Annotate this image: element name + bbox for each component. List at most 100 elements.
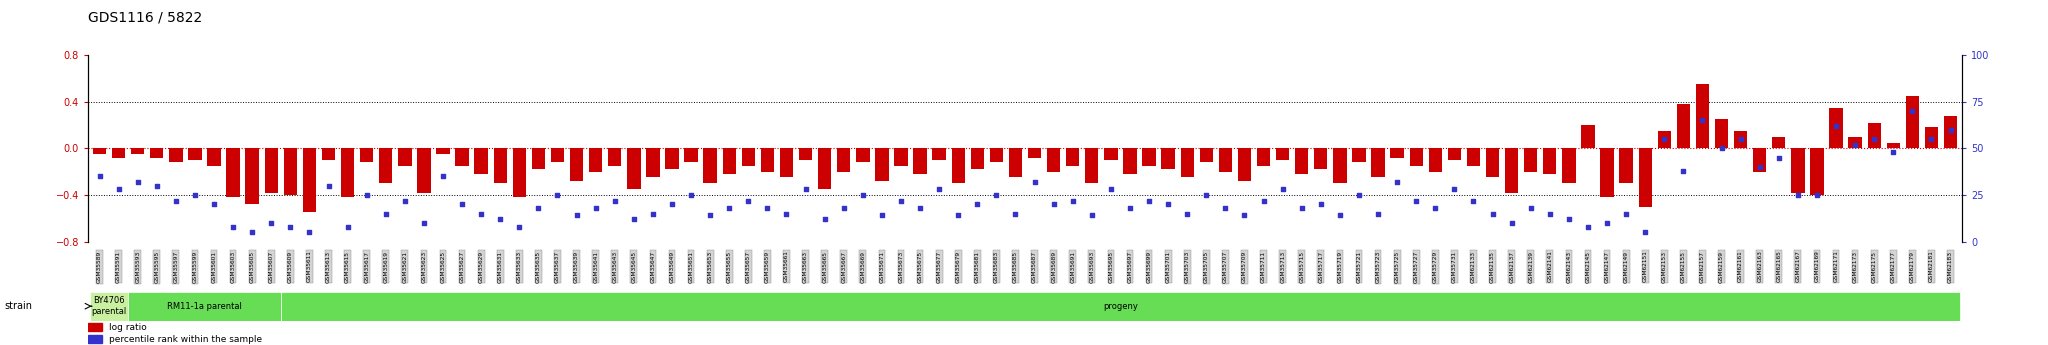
Bar [113, 148, 125, 158]
Text: GSM62157: GSM62157 [1700, 250, 1704, 283]
Point [1171, 211, 1204, 216]
Bar [455, 148, 469, 166]
Text: GSM35693: GSM35693 [1090, 250, 1094, 283]
Point [1763, 155, 1796, 160]
Text: GSM35593: GSM35593 [135, 250, 139, 283]
Bar [952, 148, 965, 183]
Text: GSM35713: GSM35713 [1280, 250, 1286, 283]
Text: GSM35653: GSM35653 [709, 250, 713, 283]
Bar [741, 148, 756, 166]
Text: GSM35641: GSM35641 [594, 250, 598, 283]
Text: GSM35673: GSM35673 [899, 250, 903, 283]
Point [924, 187, 956, 192]
Bar [512, 148, 526, 197]
Bar [1257, 148, 1270, 166]
Bar [246, 148, 258, 204]
Text: GSM35719: GSM35719 [1337, 250, 1341, 283]
Text: GSM35657: GSM35657 [745, 250, 752, 283]
Point [274, 224, 307, 229]
Bar [532, 148, 545, 169]
Text: log ratio: log ratio [109, 323, 147, 332]
Bar [281, 292, 1960, 321]
Text: GSM35649: GSM35649 [670, 250, 674, 283]
Bar [1735, 131, 1747, 148]
Bar [322, 148, 336, 160]
Text: GSM62173: GSM62173 [1853, 250, 1858, 283]
Bar [627, 148, 641, 189]
Text: GSM62149: GSM62149 [1624, 250, 1628, 283]
Point [788, 187, 821, 192]
Point [522, 205, 555, 211]
Point [446, 201, 479, 207]
Point [1305, 201, 1337, 207]
Point [713, 205, 745, 211]
Bar [1276, 148, 1290, 160]
Point [1419, 205, 1452, 211]
Bar [874, 148, 889, 181]
Bar [1409, 148, 1423, 166]
Point [1094, 187, 1126, 192]
Text: GSM35621: GSM35621 [401, 250, 408, 283]
Text: GSM35651: GSM35651 [688, 250, 694, 283]
Point [1036, 201, 1069, 207]
Point [1438, 187, 1470, 192]
Point [1821, 123, 1853, 129]
Text: GSM62183: GSM62183 [1948, 250, 1954, 283]
Text: GSM35647: GSM35647 [651, 250, 655, 283]
Text: GSM35729: GSM35729 [1434, 250, 1438, 283]
Bar [1581, 125, 1595, 148]
Point [674, 192, 707, 198]
Text: GSM35701: GSM35701 [1165, 250, 1171, 283]
Point [1667, 168, 1700, 174]
Point [1800, 192, 1833, 198]
Text: GSM35669: GSM35669 [860, 250, 866, 283]
Text: GSM35687: GSM35687 [1032, 250, 1036, 283]
Text: RM11-1a parental: RM11-1a parental [168, 302, 242, 311]
Point [752, 205, 784, 211]
Text: GSM35663: GSM35663 [803, 250, 809, 283]
Text: GSM35671: GSM35671 [879, 250, 885, 283]
Text: percentile rank within the sample: percentile rank within the sample [109, 335, 262, 344]
Point [1915, 136, 1948, 142]
Text: GSM35623: GSM35623 [422, 250, 426, 283]
Text: GSM35691: GSM35691 [1071, 250, 1075, 283]
Bar [1448, 148, 1460, 160]
Bar [1391, 148, 1403, 158]
Bar [684, 148, 698, 162]
Bar [1714, 119, 1729, 148]
Text: GSM35695: GSM35695 [1108, 250, 1114, 283]
Point [465, 211, 498, 216]
Text: GSM62163: GSM62163 [1757, 250, 1761, 283]
Text: GSM62143: GSM62143 [1567, 250, 1571, 283]
Point [770, 211, 803, 216]
Text: GSM62145: GSM62145 [1585, 250, 1591, 283]
Point [1649, 136, 1681, 142]
Bar [264, 148, 279, 193]
Text: GSM35681: GSM35681 [975, 250, 979, 283]
Text: GSM62169: GSM62169 [1815, 250, 1819, 283]
Point [332, 224, 365, 229]
Point [637, 211, 670, 216]
Text: GSM35609: GSM35609 [289, 250, 293, 283]
Bar [131, 148, 143, 154]
Point [160, 198, 193, 203]
Bar [88, 323, 102, 331]
Point [1686, 118, 1718, 123]
Bar [1849, 137, 1862, 148]
Text: GSM35599: GSM35599 [193, 250, 197, 283]
Text: GSM35685: GSM35685 [1014, 250, 1018, 283]
Bar [1657, 131, 1671, 148]
Bar [1085, 148, 1098, 183]
Text: GSM35655: GSM35655 [727, 250, 731, 283]
Bar [760, 148, 774, 171]
Bar [1430, 148, 1442, 171]
Text: GSM35665: GSM35665 [821, 250, 827, 283]
Bar [150, 148, 164, 158]
Bar [1122, 148, 1137, 174]
Point [598, 198, 631, 203]
Bar [1753, 148, 1765, 171]
Point [999, 211, 1032, 216]
Text: GSM35703: GSM35703 [1184, 250, 1190, 283]
Bar [551, 148, 563, 162]
Text: GSM35603: GSM35603 [231, 250, 236, 283]
